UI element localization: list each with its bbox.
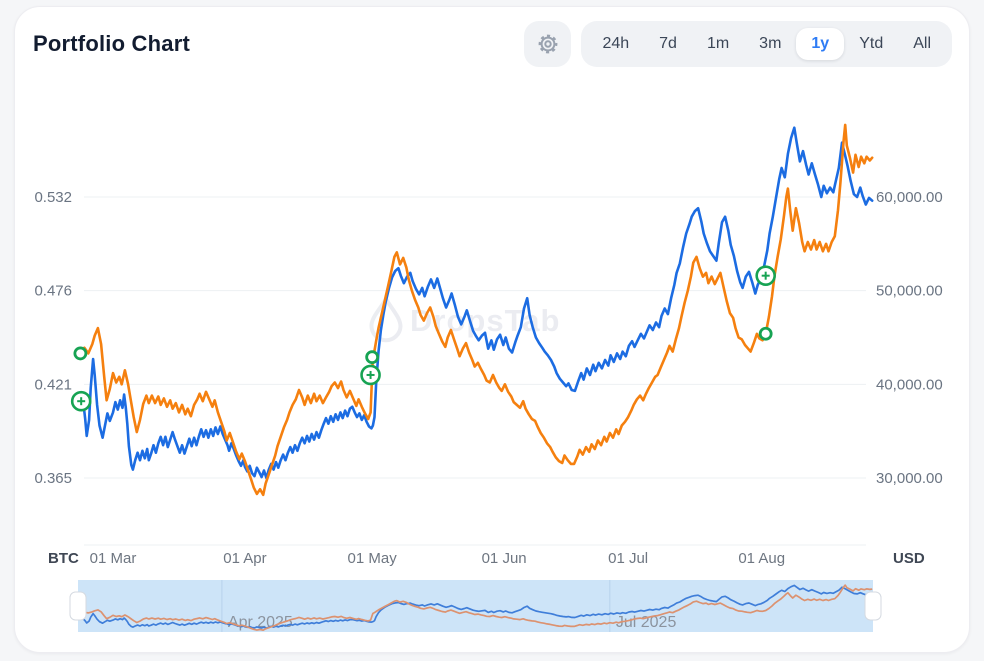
- right-axis-unit: USD: [893, 550, 925, 567]
- droplet-icon: [369, 295, 403, 343]
- minimap-handle-left[interactable]: [69, 591, 87, 621]
- portfolio-value-btc-line: [79, 123, 874, 497]
- transaction-marker-circle[interactable]: [758, 326, 773, 341]
- minimap-portfolio-value-btc-line: [80, 584, 873, 632]
- minimap-handle-right[interactable]: [864, 591, 882, 621]
- settings-button[interactable]: [524, 21, 572, 67]
- y-tick-btc: 0.532: [34, 189, 72, 206]
- minimap-portfolio-value-usd-line: [82, 584, 873, 629]
- gear-icon: [538, 34, 558, 54]
- page-title: Portfolio Chart: [33, 31, 190, 56]
- y-tick-usd: 50,000.00: [876, 283, 943, 300]
- x-tick: 01 Jul: [608, 550, 648, 567]
- y-tick-btc: 0.365: [34, 470, 72, 487]
- transaction-marker-plus[interactable]: [755, 265, 776, 286]
- portfolio-value-usd-line: [81, 126, 874, 480]
- transaction-marker-circle[interactable]: [73, 346, 88, 361]
- range-all[interactable]: All: [898, 28, 946, 60]
- y-tick-usd: 30,000.00: [876, 470, 943, 487]
- range-3m[interactable]: 3m: [744, 28, 796, 60]
- header-controls: 24h 7d 1m 3m 1y Ytd All: [524, 21, 952, 67]
- y-tick-usd: 40,000.00: [876, 376, 943, 393]
- range-24h[interactable]: 24h: [587, 28, 644, 60]
- y-tick-btc: 0.421: [34, 376, 72, 393]
- transaction-marker-plus[interactable]: [70, 390, 92, 412]
- x-tick: 01 Mar: [90, 550, 137, 567]
- minimap-time-label: Jul 2025: [616, 614, 677, 631]
- range-1m[interactable]: 1m: [692, 28, 744, 60]
- time-range-selector: 24h 7d 1m 3m 1y Ytd All: [581, 21, 952, 67]
- range-1y[interactable]: 1y: [796, 28, 845, 60]
- transaction-marker-circle[interactable]: [365, 350, 380, 365]
- x-tick: 01 Apr: [223, 550, 266, 567]
- left-axis-unit: BTC: [48, 550, 79, 567]
- range-ytd[interactable]: Ytd: [844, 28, 898, 60]
- x-tick: 01 Jun: [482, 550, 527, 567]
- minimap-selection[interactable]: [78, 580, 873, 632]
- range-7d[interactable]: 7d: [644, 28, 692, 60]
- y-tick-usd: 60,000.00: [876, 189, 943, 206]
- chart-header: Portfolio Chart 24h 7d 1m 3m 1y Ytd All: [33, 20, 952, 68]
- x-tick: 01 Aug: [738, 550, 785, 567]
- y-tick-btc: 0.476: [34, 283, 72, 300]
- x-tick: 01 May: [348, 550, 398, 567]
- transaction-marker-plus[interactable]: [360, 364, 381, 386]
